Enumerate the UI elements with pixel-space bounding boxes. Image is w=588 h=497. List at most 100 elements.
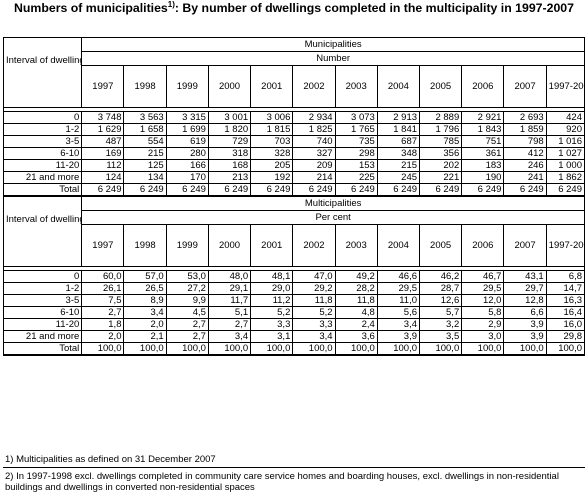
table-cell: 3 315 bbox=[165, 111, 209, 124]
table-cell: 1 859 bbox=[503, 123, 547, 136]
table-cell: 11,8 bbox=[334, 294, 378, 307]
table-cell: 100,0 bbox=[250, 342, 294, 356]
table-cell: 215 bbox=[123, 147, 167, 160]
year-header: 2006 bbox=[461, 65, 505, 108]
table-cell: 3 006 bbox=[250, 111, 294, 124]
table-cell: 46,7 bbox=[461, 270, 505, 283]
table-cell: 554 bbox=[123, 135, 167, 148]
row-label: 0 bbox=[2, 111, 83, 124]
table-cell: 2 693 bbox=[503, 111, 547, 124]
table-cell: 6,6 bbox=[503, 306, 547, 319]
year-header: 2003 bbox=[334, 224, 378, 267]
table-cell: 213 bbox=[207, 171, 252, 184]
table-cell: 28,2 bbox=[334, 282, 378, 295]
table-cell: 6 249 bbox=[545, 183, 586, 197]
table-cell: 348 bbox=[376, 147, 421, 160]
table-cell: 16,4 bbox=[545, 306, 586, 319]
table-cell: 27,2 bbox=[165, 282, 209, 295]
table-cell: 1 658 bbox=[123, 123, 167, 136]
table-cell: 49,2 bbox=[334, 270, 378, 283]
table-cell: 412 bbox=[503, 147, 547, 160]
table-cell: 5,8 bbox=[461, 306, 505, 319]
year-header: 2001 bbox=[250, 65, 294, 108]
group-header: Municipalities bbox=[81, 37, 585, 52]
row-label-header: Interval of dwellings completed bbox=[2, 37, 83, 108]
table-row: 1-2 1 629 1 658 1 699 1 820 1 815 1 825 1 765 1 … bbox=[2, 123, 586, 136]
table-cell: 209 bbox=[292, 159, 336, 172]
table-cell: 2,7 bbox=[81, 306, 125, 319]
year-header: 1997 bbox=[81, 224, 125, 267]
table-cell: 2,7 bbox=[207, 318, 252, 331]
table-cell: 2,0 bbox=[81, 330, 125, 343]
table-cell: 703 bbox=[250, 135, 294, 148]
table-cell: 202 bbox=[419, 159, 463, 172]
table-cell: 225 bbox=[334, 171, 378, 184]
table-cell: 7,5 bbox=[81, 294, 125, 307]
table-cell: 28,7 bbox=[419, 282, 463, 295]
table-cell: 100,0 bbox=[376, 342, 421, 356]
unit-header: Number bbox=[81, 51, 585, 66]
table-cell: 214 bbox=[292, 171, 336, 184]
percent-section: Interval of dwellings completedMulticipa… bbox=[2, 195, 586, 356]
table-cell: 2 913 bbox=[376, 111, 421, 124]
table-row: 0 60,0 57,0 53,0 48,0 48,1 47,0 49,2 46,6 46,2 46,… bbox=[2, 270, 586, 283]
table-cell: 53,0 bbox=[165, 270, 209, 283]
table-cell: 3 563 bbox=[123, 111, 167, 124]
table-cell: 12,0 bbox=[461, 294, 505, 307]
row-label: 1-2 bbox=[2, 123, 83, 136]
table-cell: 1 820 bbox=[207, 123, 252, 136]
year-header: 2004 bbox=[376, 65, 421, 108]
table-cell: 687 bbox=[376, 135, 421, 148]
table-cell: 3,3 bbox=[292, 318, 336, 331]
row-label: 3-5 bbox=[2, 135, 83, 148]
row-label: Total bbox=[2, 183, 83, 197]
table-cell: 298 bbox=[334, 147, 378, 160]
table-cell: 6 249 bbox=[461, 183, 505, 197]
title-text: Numbers of municipalities bbox=[14, 1, 168, 15]
table-title: Numbers of municipalities1): By number o… bbox=[5, 0, 583, 16]
table-cell: 6 249 bbox=[81, 183, 125, 197]
table-cell: 318 bbox=[207, 147, 252, 160]
row-label: 11-20 bbox=[2, 318, 83, 331]
table-cell: 619 bbox=[165, 135, 209, 148]
table-cell: 3,6 bbox=[334, 330, 378, 343]
table-cell: 221 bbox=[419, 171, 463, 184]
year-header: 2006 bbox=[461, 224, 505, 267]
row-label: 6-10 bbox=[2, 147, 83, 160]
table-cell: 3,9 bbox=[503, 318, 547, 331]
year-header: 2000 bbox=[207, 224, 252, 267]
table-row: 1-2 26,1 26,5 27,2 29,1 29,0 29,2 28,2 29,5 28,7 2… bbox=[2, 282, 586, 295]
table-cell: 2,1 bbox=[123, 330, 167, 343]
table-cell: 26,5 bbox=[123, 282, 167, 295]
group-header: Multicipalities bbox=[81, 195, 585, 211]
table-cell: 5,2 bbox=[292, 306, 336, 319]
table-cell: 280 bbox=[165, 147, 209, 160]
table-cell: 6 249 bbox=[292, 183, 336, 197]
row-label-header: Interval of dwellings completed bbox=[2, 195, 83, 267]
table-cell: 729 bbox=[207, 135, 252, 148]
table-cell: 6 249 bbox=[419, 183, 463, 197]
year-header: 2004 bbox=[376, 224, 421, 267]
table-row: 3-5 487 554 619 729 703 740 735 687 785 751 798 1 01… bbox=[2, 135, 586, 148]
table-cell: 1 016 bbox=[545, 135, 586, 148]
table-cell: 9,9 bbox=[165, 294, 209, 307]
table-cell: 245 bbox=[376, 171, 421, 184]
table-row: 21 and more 124 134 170 213 192 214 225 245 221 19… bbox=[2, 171, 586, 184]
year-header: 2005 bbox=[419, 65, 463, 108]
statistics-table: Interval of dwellings completedMunicipal… bbox=[2, 37, 586, 356]
table-cell: 100,0 bbox=[419, 342, 463, 356]
table-cell: 29,5 bbox=[376, 282, 421, 295]
table-cell: 2 921 bbox=[461, 111, 505, 124]
table-cell: 12,8 bbox=[503, 294, 547, 307]
table-row: 11-20 1,8 2,0 2,7 2,7 3,3 3,3 2,4 3,4 3,2 2,9 3,9 16… bbox=[2, 318, 586, 331]
table-cell: 100,0 bbox=[503, 342, 547, 356]
table-cell: 5,2 bbox=[250, 306, 294, 319]
table-cell: 6,8 bbox=[545, 270, 586, 283]
table-cell: 8,9 bbox=[123, 294, 167, 307]
row-label: 21 and more bbox=[2, 330, 83, 343]
table-cell: 168 bbox=[207, 159, 252, 172]
number-section: Interval of dwellings completedMunicipal… bbox=[2, 37, 586, 197]
table-cell: 361 bbox=[461, 147, 505, 160]
unit-header: Per cent bbox=[81, 210, 585, 225]
